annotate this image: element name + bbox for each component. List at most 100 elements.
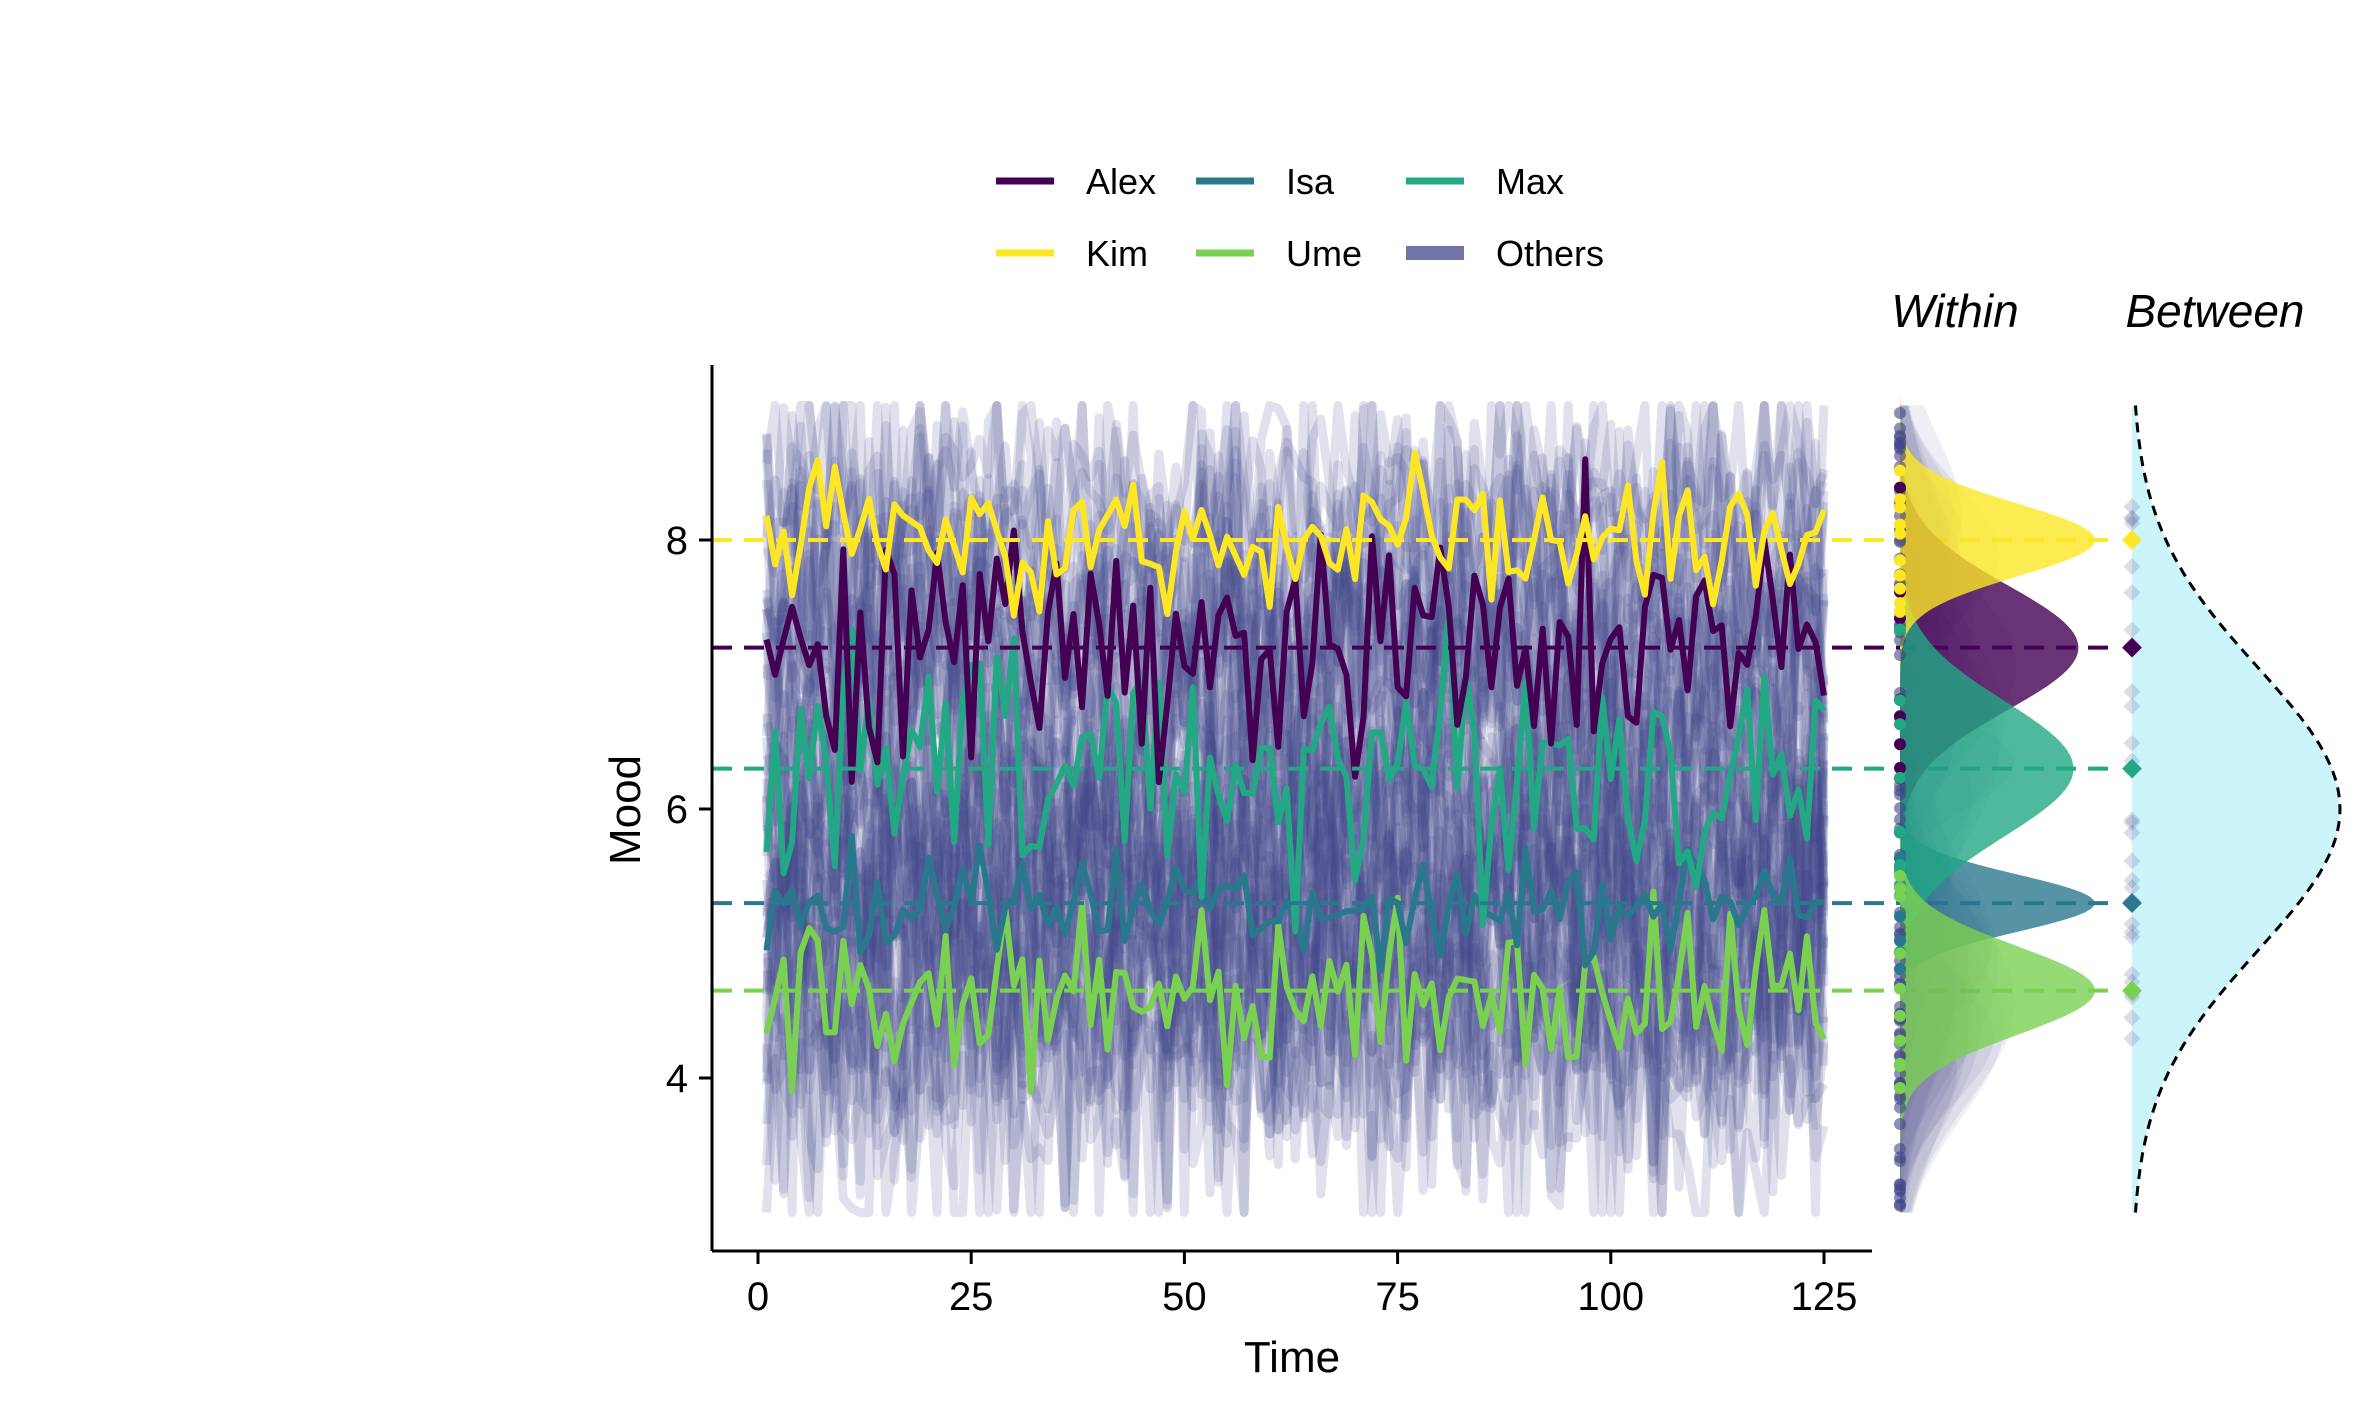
y-tick-label: 6 xyxy=(666,788,688,832)
within-point-alex xyxy=(1894,481,1906,494)
x-tick-label: 25 xyxy=(949,1275,994,1319)
between-point xyxy=(2123,510,2141,528)
y-ticks: 4 6 8 xyxy=(666,519,712,1101)
between-point xyxy=(2123,558,2141,576)
density-isa xyxy=(1900,755,2095,1038)
x-axis-label: Time xyxy=(1244,1333,1340,1382)
within-point-kim xyxy=(1894,464,1906,477)
others-line xyxy=(762,553,1829,887)
within-point xyxy=(1894,1049,1906,1062)
panel-title-within: Within xyxy=(1891,285,2018,337)
between-point xyxy=(2123,928,2141,946)
panel-titles: Within Between xyxy=(1891,285,2304,337)
legend-label-kim: Kim xyxy=(1086,233,1148,274)
others-line xyxy=(762,565,1829,1010)
others-line xyxy=(762,715,1829,1204)
within-point-kim xyxy=(1894,569,1906,582)
within-point xyxy=(1894,1198,1906,1211)
within-point-ume xyxy=(1894,1081,1906,1094)
between-point xyxy=(2123,965,2141,983)
within-point-kim xyxy=(1894,527,1906,540)
between-point xyxy=(2123,824,2141,842)
within-point xyxy=(1894,1101,1906,1114)
within-point xyxy=(1894,802,1906,815)
x-ticks: 0 25 50 75 100 125 xyxy=(747,1251,1857,1319)
between-point xyxy=(2123,879,2141,897)
within-point-max xyxy=(1894,771,1906,784)
panel-title-between: Between xyxy=(2125,285,2304,337)
between-mean-alex xyxy=(2122,637,2142,658)
legend-label-alex: Alex xyxy=(1086,161,1156,202)
within-point-isa xyxy=(1894,963,1906,976)
others-line xyxy=(762,803,1829,1217)
within-point-max xyxy=(1894,718,1906,731)
between-point xyxy=(2123,1030,2141,1048)
between-point xyxy=(2123,852,2141,870)
others-line xyxy=(762,738,1829,1045)
within-point-ume xyxy=(1894,890,1906,903)
within-point xyxy=(1894,813,1906,826)
others-line xyxy=(762,756,1829,1013)
x-tick-label: 75 xyxy=(1375,1275,1420,1319)
legend: Alex Isa Max Kim Ume Others xyxy=(996,161,1604,274)
within-point-isa xyxy=(1894,910,1906,923)
within-point-ume xyxy=(1894,1034,1906,1047)
within-point xyxy=(1894,431,1906,444)
between-mean-max xyxy=(2122,758,2142,779)
between-density-outline xyxy=(2134,405,2342,1213)
between-point xyxy=(2123,734,2141,752)
density-ume xyxy=(1900,795,2095,1159)
within-density-panel xyxy=(1894,378,2095,1213)
within-point-isa xyxy=(1894,934,1906,947)
x-tick-label: 50 xyxy=(1162,1275,1207,1319)
between-point xyxy=(2123,514,2141,532)
within-point xyxy=(1894,1143,1906,1156)
within-point-ume xyxy=(1894,982,1906,995)
axes: 0 25 50 75 100 125 4 6 8 Time Mood xyxy=(601,365,1872,1382)
within-point xyxy=(1894,1117,1906,1130)
mean-lines xyxy=(712,538,2118,993)
within-point-kim xyxy=(1894,597,1906,610)
within-point-ume xyxy=(1894,1059,1906,1072)
between-point xyxy=(2123,621,2141,639)
within-point xyxy=(1894,1178,1906,1191)
between-mean-isa xyxy=(2122,893,2142,914)
between-point xyxy=(2123,814,2141,832)
within-point-ume xyxy=(1894,1009,1906,1022)
series-line-kim xyxy=(763,449,1827,619)
series-line-ume xyxy=(763,888,1827,1095)
within-point-kim xyxy=(1894,518,1906,531)
between-mean-kim xyxy=(2122,530,2142,550)
others-line xyxy=(762,421,1829,982)
within-point-kim xyxy=(1894,582,1906,595)
within-point-kim xyxy=(1894,605,1906,618)
between-density-panel xyxy=(2122,405,2342,1213)
within-point-kim xyxy=(1894,554,1906,567)
between-point xyxy=(2123,697,2141,715)
between-point xyxy=(2123,915,2141,933)
within-point xyxy=(1894,407,1906,420)
others-line xyxy=(762,610,1829,1149)
within-point-kim xyxy=(1894,501,1906,514)
others-line xyxy=(762,401,1827,669)
within-point xyxy=(1894,1154,1906,1167)
between-mean-ume xyxy=(2122,980,2142,1001)
series-line-max xyxy=(763,606,1827,935)
within-point-alex xyxy=(1894,761,1906,774)
y-tick-label: 8 xyxy=(666,519,688,563)
within-point-ume xyxy=(1894,869,1906,882)
others-line xyxy=(762,666,1829,1186)
density-kim xyxy=(1900,378,2095,702)
others-line xyxy=(762,686,1829,978)
between-point xyxy=(2123,923,2141,941)
between-point xyxy=(2123,871,2141,889)
y-axis-label: Mood xyxy=(601,755,650,865)
between-density-fill xyxy=(2132,405,2340,1213)
others-line xyxy=(762,401,1829,793)
between-point xyxy=(2123,811,2141,829)
within-point xyxy=(1894,784,1906,797)
others-line xyxy=(762,636,1829,1013)
between-point xyxy=(2123,683,2141,701)
between-point xyxy=(2123,584,2141,602)
